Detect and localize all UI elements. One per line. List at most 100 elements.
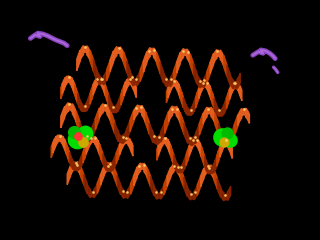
Polygon shape bbox=[225, 139, 226, 141]
Polygon shape bbox=[104, 163, 107, 170]
Polygon shape bbox=[121, 90, 122, 105]
Polygon shape bbox=[164, 73, 167, 87]
Polygon shape bbox=[147, 49, 150, 56]
Polygon shape bbox=[165, 111, 169, 133]
Polygon shape bbox=[231, 83, 233, 95]
Polygon shape bbox=[207, 108, 211, 115]
Polygon shape bbox=[224, 55, 227, 76]
Polygon shape bbox=[186, 150, 188, 165]
Polygon shape bbox=[194, 97, 196, 112]
Polygon shape bbox=[166, 138, 168, 147]
Polygon shape bbox=[107, 104, 111, 122]
Polygon shape bbox=[187, 50, 190, 58]
Polygon shape bbox=[87, 184, 91, 198]
Polygon shape bbox=[220, 50, 224, 66]
Polygon shape bbox=[192, 138, 194, 148]
Polygon shape bbox=[220, 51, 224, 59]
Polygon shape bbox=[98, 140, 100, 155]
Polygon shape bbox=[212, 93, 214, 109]
Polygon shape bbox=[193, 102, 194, 114]
Polygon shape bbox=[184, 50, 187, 56]
Polygon shape bbox=[131, 141, 133, 156]
Polygon shape bbox=[176, 106, 180, 123]
Polygon shape bbox=[194, 139, 195, 145]
Polygon shape bbox=[202, 81, 203, 90]
Polygon shape bbox=[137, 163, 140, 176]
Polygon shape bbox=[126, 120, 130, 141]
Polygon shape bbox=[201, 168, 204, 187]
Polygon shape bbox=[222, 135, 226, 146]
Polygon shape bbox=[211, 107, 215, 123]
Point bbox=[220, 135, 225, 139]
Polygon shape bbox=[76, 164, 78, 170]
Polygon shape bbox=[149, 123, 153, 143]
Polygon shape bbox=[166, 87, 168, 103]
Polygon shape bbox=[164, 138, 166, 140]
Polygon shape bbox=[234, 82, 236, 84]
Polygon shape bbox=[208, 82, 210, 95]
Polygon shape bbox=[120, 140, 121, 155]
Polygon shape bbox=[120, 47, 124, 62]
Polygon shape bbox=[228, 140, 229, 144]
Polygon shape bbox=[198, 140, 200, 153]
Polygon shape bbox=[100, 166, 104, 185]
Polygon shape bbox=[71, 157, 73, 169]
Polygon shape bbox=[217, 50, 220, 53]
Polygon shape bbox=[160, 62, 164, 83]
Polygon shape bbox=[114, 47, 117, 61]
Polygon shape bbox=[211, 89, 212, 104]
Polygon shape bbox=[102, 79, 104, 91]
Polygon shape bbox=[172, 80, 174, 82]
Polygon shape bbox=[111, 163, 114, 171]
Point bbox=[76, 134, 81, 138]
Polygon shape bbox=[217, 51, 220, 58]
Polygon shape bbox=[118, 144, 120, 159]
Polygon shape bbox=[234, 115, 238, 137]
Polygon shape bbox=[199, 113, 203, 135]
Polygon shape bbox=[214, 160, 215, 173]
Polygon shape bbox=[180, 88, 182, 103]
Polygon shape bbox=[229, 141, 231, 154]
Polygon shape bbox=[101, 149, 103, 164]
Polygon shape bbox=[76, 89, 78, 104]
Polygon shape bbox=[127, 79, 129, 82]
Polygon shape bbox=[101, 77, 102, 87]
Polygon shape bbox=[164, 138, 166, 144]
Polygon shape bbox=[180, 49, 184, 63]
Point bbox=[74, 137, 79, 141]
Polygon shape bbox=[209, 168, 211, 174]
Polygon shape bbox=[91, 191, 94, 197]
Polygon shape bbox=[110, 99, 112, 112]
Polygon shape bbox=[223, 140, 225, 143]
Polygon shape bbox=[205, 81, 206, 88]
Polygon shape bbox=[65, 103, 68, 111]
Polygon shape bbox=[146, 112, 149, 134]
Polygon shape bbox=[140, 164, 144, 170]
Polygon shape bbox=[110, 51, 114, 71]
Polygon shape bbox=[168, 139, 169, 151]
Polygon shape bbox=[77, 163, 81, 170]
Polygon shape bbox=[58, 135, 60, 137]
Polygon shape bbox=[111, 162, 114, 176]
Polygon shape bbox=[80, 157, 81, 169]
Polygon shape bbox=[174, 165, 177, 171]
Polygon shape bbox=[237, 83, 239, 86]
Polygon shape bbox=[161, 122, 165, 142]
Polygon shape bbox=[115, 153, 116, 168]
Polygon shape bbox=[98, 77, 99, 79]
Polygon shape bbox=[95, 136, 96, 146]
Polygon shape bbox=[130, 110, 134, 132]
Polygon shape bbox=[109, 165, 111, 171]
Polygon shape bbox=[205, 81, 206, 83]
Polygon shape bbox=[153, 134, 157, 144]
Polygon shape bbox=[65, 139, 66, 154]
Polygon shape bbox=[80, 122, 84, 141]
Polygon shape bbox=[185, 102, 187, 114]
Polygon shape bbox=[124, 192, 127, 198]
Polygon shape bbox=[212, 164, 214, 174]
Polygon shape bbox=[157, 53, 160, 74]
Polygon shape bbox=[194, 64, 197, 84]
Polygon shape bbox=[134, 167, 137, 186]
Polygon shape bbox=[87, 98, 89, 110]
Polygon shape bbox=[191, 141, 192, 146]
